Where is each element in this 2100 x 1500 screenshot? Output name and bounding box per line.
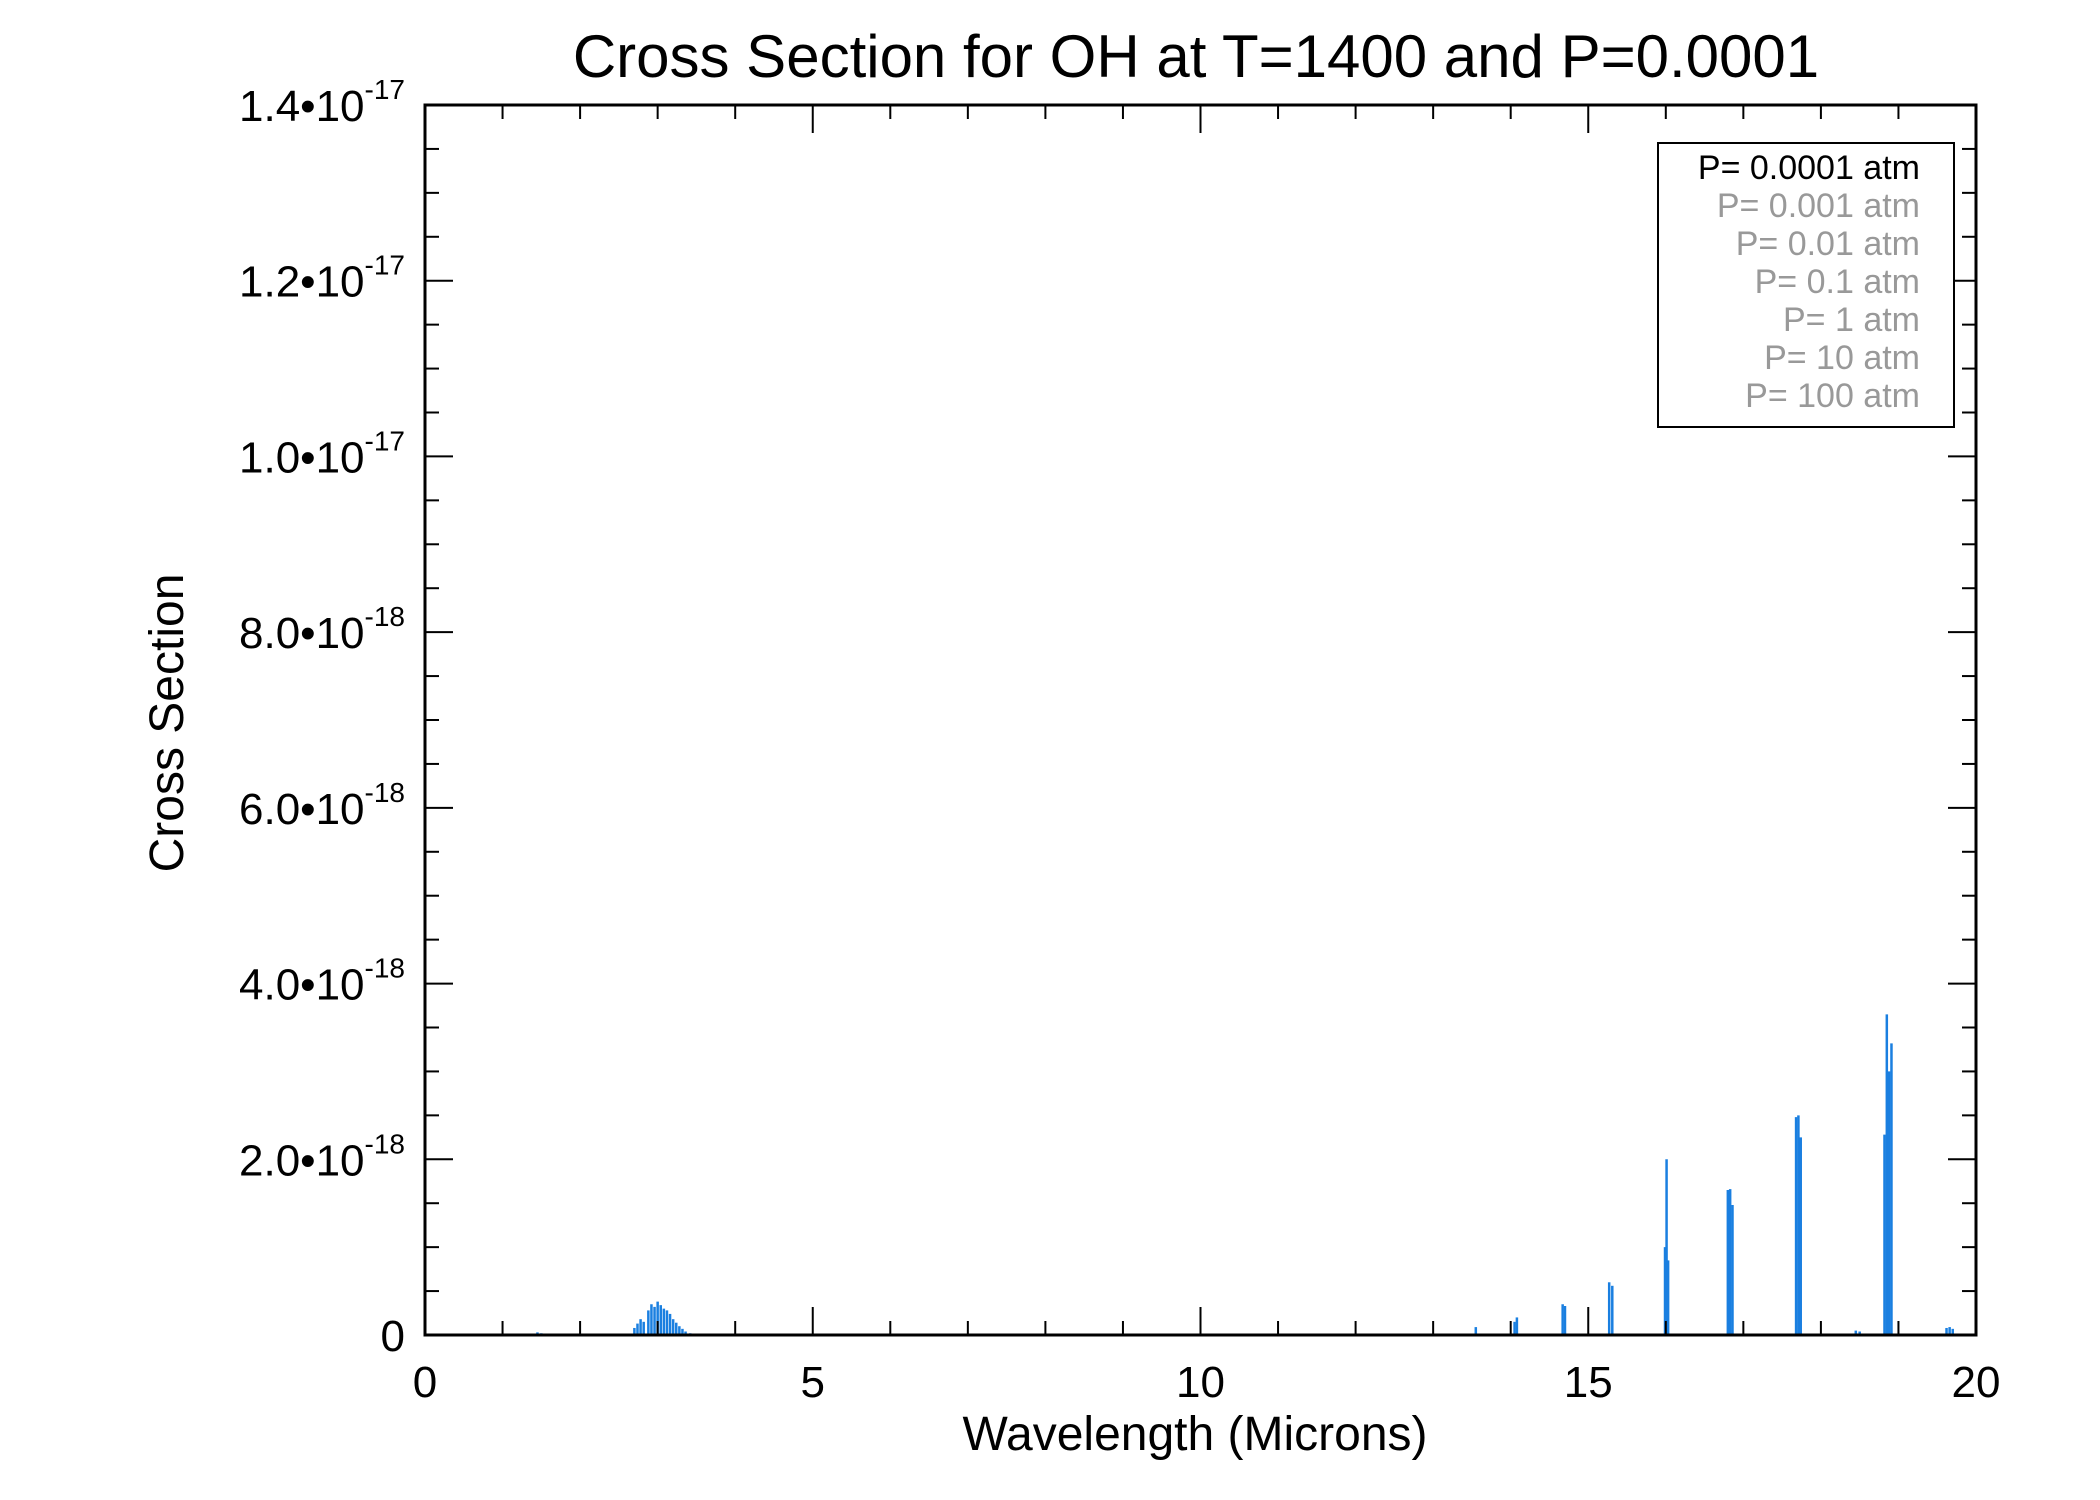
y-tick-label: 1.2•10-17 [239, 250, 405, 307]
x-tick-labels: 0 5 10 15 20 [413, 1358, 2001, 1407]
legend-entry: P= 100 atm [1745, 377, 1920, 415]
y-tick-label: 1.0•10-17 [239, 425, 405, 482]
x-tick-label: 10 [1176, 1358, 1225, 1407]
y-tick-label: 4.0•10-18 [239, 953, 405, 1010]
axis-ticks [424, 104, 1977, 1336]
legend-entry: P= 10 atm [1764, 339, 1920, 377]
y-tick-exponent: -17 [365, 425, 405, 456]
y-tick-mantissa: 8.0•10 [239, 609, 365, 658]
y-tick-mantissa: 2.0•10 [239, 1136, 365, 1185]
legend-entry: P= 0.01 atm [1736, 225, 1920, 263]
y-tick-mantissa: 1.0•10 [239, 433, 365, 482]
chart-title: Cross Section for OH at T=1400 and P=0.0… [573, 23, 1819, 90]
y-tick-labels: 02.0•10-184.0•10-186.0•10-188.0•10-181.0… [239, 74, 405, 1361]
y-tick-label: 1.4•10-17 [239, 74, 405, 131]
y-axis-label: Cross Section [141, 574, 194, 873]
y-tick-mantissa: 4.0•10 [239, 961, 365, 1010]
x-tick-label: 15 [1564, 1358, 1613, 1407]
y-tick-exponent: -18 [365, 953, 405, 984]
y-tick-mantissa: 6.0•10 [239, 785, 365, 834]
x-axis-label: Wavelength (Microns) [962, 1408, 1427, 1461]
y-tick-exponent: -18 [365, 777, 405, 808]
legend-box [1657, 142, 1955, 428]
y-tick-label: 8.0•10-18 [239, 601, 405, 658]
legend-entry: P= 0.1 atm [1755, 263, 1920, 301]
y-tick-exponent: -17 [365, 250, 405, 281]
x-tick-label: 0 [413, 1358, 437, 1407]
y-tick-exponent: -17 [365, 74, 405, 105]
y-tick-exponent: -18 [365, 1128, 405, 1159]
y-tick-label: 2.0•10-18 [239, 1128, 405, 1185]
legend-entry: P= 1 atm [1783, 301, 1920, 339]
y-tick-label: 0 [381, 1312, 405, 1361]
y-tick-mantissa: 1.2•10 [239, 258, 365, 307]
y-tick-label: 6.0•10-18 [239, 777, 405, 834]
y-tick-exponent: -18 [365, 601, 405, 632]
x-tick-label: 20 [1952, 1358, 2001, 1407]
legend-entry: P= 0.0001 atm [1698, 149, 1920, 187]
legend-entry: P= 0.001 atm [1717, 187, 1920, 225]
y-tick-mantissa: 1.4•10 [239, 82, 365, 131]
x-tick-label: 5 [801, 1358, 825, 1407]
